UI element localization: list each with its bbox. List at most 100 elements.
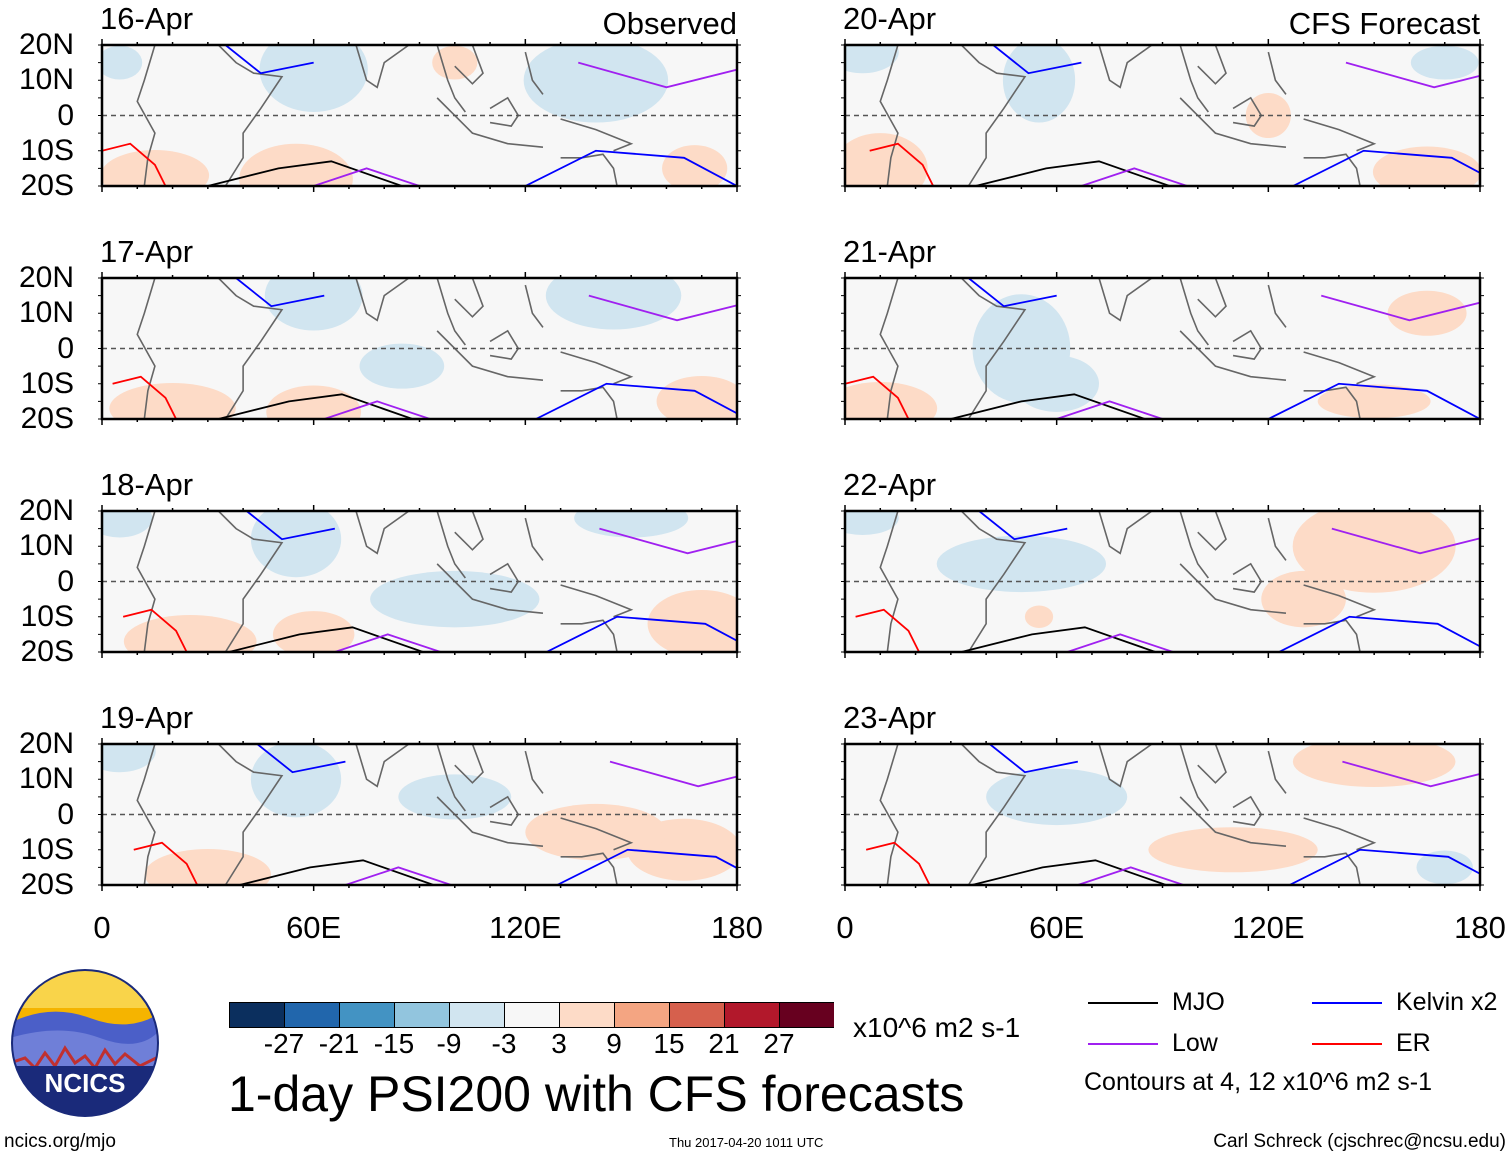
y-tick-label: 20N: [18, 494, 74, 527]
anomaly-contour-fill: [845, 511, 899, 535]
index-contour-line: [122, 608, 188, 652]
colorbar-tick-label: -9: [436, 1028, 462, 1059]
coastline: [560, 852, 618, 885]
panel-date: 20-Apr: [843, 1, 937, 36]
contour-note: Contours at 4, 12 x10^6 m2 s-1: [1084, 1068, 1433, 1096]
coastline: [355, 511, 410, 555]
panel-date: 21-Apr: [843, 234, 937, 269]
index-contour-line: [546, 615, 737, 652]
coastline: [560, 118, 634, 152]
x-tick-label: 0: [93, 910, 111, 945]
index-contour-line: [228, 626, 424, 652]
y-tick-label: 10S: [20, 133, 74, 167]
index-contour-line: [535, 382, 737, 419]
y-tick-label: 10S: [20, 832, 74, 866]
index-contour-line: [246, 511, 336, 541]
coastline: [1267, 284, 1287, 328]
coastline: [1197, 511, 1227, 551]
x-tick-label: 120E: [1232, 910, 1305, 945]
anomaly-contour-fill: [1410, 45, 1479, 80]
index-contour-line: [975, 160, 1170, 186]
index-contour-line: [978, 511, 1068, 541]
coastline: [355, 744, 410, 788]
anomaly-contour-fill: [102, 744, 156, 773]
colorbar-swatch: [779, 1002, 834, 1028]
colorbar-tick-label: -3: [491, 1028, 517, 1059]
index-contour-line: [971, 859, 1167, 885]
y-tick-label: 10N: [18, 529, 74, 563]
anomaly-contour-fill: [845, 133, 928, 186]
anomaly-contour-fill: [662, 145, 728, 186]
index-contour-line: [1278, 615, 1480, 652]
index-contour-line: [239, 859, 434, 885]
anomaly-contour-fill: [109, 383, 236, 419]
coastline: [1098, 45, 1153, 89]
coastline: [560, 817, 634, 851]
y-tick-label: 10S: [20, 599, 74, 633]
colorbar-tick-label: 21: [708, 1028, 740, 1059]
y-tick-label: 10S: [20, 366, 74, 400]
map-panel: [98, 272, 741, 425]
anomaly-contour-fill: [1292, 744, 1456, 787]
figure-title: 1-day PSI200 with CFS forecasts: [228, 1066, 965, 1122]
coastline: [1303, 351, 1377, 385]
coastline: [1179, 511, 1210, 579]
colorbar-swatch: [339, 1002, 395, 1028]
anomaly-contour-fill: [359, 343, 445, 389]
index-contour-line: [1077, 866, 1184, 885]
coastline: [1197, 744, 1227, 784]
index-contour-line: [1056, 400, 1163, 419]
coastline: [436, 511, 467, 579]
anomaly-contour-fill: [1148, 827, 1318, 873]
coastline: [879, 744, 899, 885]
colorbar-swatch: [614, 1002, 670, 1028]
anomaly-contour-fill: [525, 803, 667, 861]
legend-label: MJO: [1172, 988, 1225, 1016]
coastline: [560, 386, 618, 419]
index-contour-line: [609, 760, 737, 788]
x-tick-label: 120E: [489, 910, 562, 945]
index-contour-line: [588, 294, 737, 322]
y-tick-label: 10N: [18, 762, 74, 796]
coastline: [1179, 744, 1210, 812]
index-contour-line: [235, 278, 325, 308]
anomaly-contour-fill: [1292, 511, 1456, 593]
coastline: [960, 278, 1027, 419]
coastline: [1197, 278, 1227, 318]
colorbar-tick-label: 9: [606, 1028, 622, 1059]
anomaly-contour-fill: [239, 143, 353, 186]
anomaly-contour-fill: [1416, 850, 1473, 885]
coastline: [217, 511, 284, 652]
index-contour-line: [1292, 149, 1480, 186]
colorbar-tick-label: 3: [551, 1028, 567, 1059]
map-panel: [841, 39, 1484, 192]
anomaly-contour-fill: [1014, 355, 1099, 412]
legend-line-low: [1088, 1043, 1158, 1045]
coastline: [1303, 584, 1377, 618]
index-contour-line: [207, 160, 403, 186]
anomaly-contour-fill: [574, 511, 689, 538]
colorbar-tick-label: -15: [373, 1028, 415, 1059]
index-contour-line: [1081, 167, 1188, 186]
coastline: [136, 511, 156, 652]
coastline: [136, 45, 156, 186]
coastline: [1197, 45, 1227, 85]
map-panel: [98, 738, 741, 891]
anomaly-contour-fill: [523, 45, 669, 123]
index-contour-line: [865, 841, 931, 885]
anomaly-contour-fill: [144, 849, 272, 885]
colorbar-swatch: [394, 1002, 450, 1028]
coastline: [454, 511, 484, 551]
y-tick-label: 0: [57, 98, 74, 132]
legend-label: ER: [1396, 1029, 1431, 1057]
footer-url[interactable]: ncics.org/mjo: [4, 1131, 116, 1152]
index-contour-line: [869, 142, 934, 186]
y-tick-label: 20N: [18, 261, 74, 294]
coastline: [1179, 45, 1210, 113]
map-panel: [841, 738, 1484, 891]
panel-date: 16-Apr: [100, 1, 194, 36]
index-contour-line: [1321, 294, 1480, 322]
anomaly-contour-fill: [647, 589, 737, 652]
index-contour-line: [845, 375, 910, 419]
coastline: [1098, 278, 1153, 322]
